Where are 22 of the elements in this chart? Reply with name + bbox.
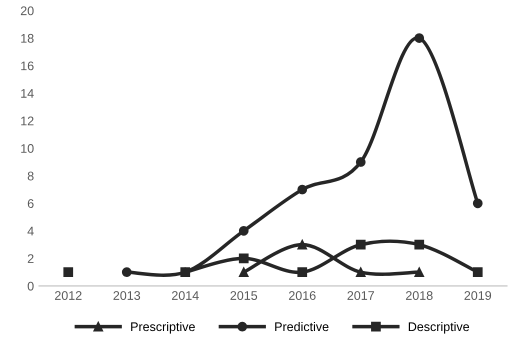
y-tick-label: 6 [28, 199, 34, 208]
x-tick-label: 2019 [464, 291, 492, 300]
x-tick-label: 2013 [113, 291, 140, 300]
y-tick-label: 16 [21, 61, 34, 70]
legend-label: Predictive [275, 322, 328, 332]
x-tick-label: 2017 [347, 291, 374, 300]
y-tick-label: 8 [28, 172, 34, 180]
y-tick-label: 14 [21, 89, 34, 98]
y-tick-label: 20 [20, 6, 34, 16]
y-tick-label: 12 [21, 116, 34, 126]
y-tick-label: 10 [21, 144, 34, 153]
y-tick-label: 0 [28, 282, 34, 291]
x-tick-label: 2018 [406, 291, 433, 300]
legend-label: Prescriptive [131, 322, 195, 334]
x-tick-label: 2015 [230, 291, 258, 300]
y-tick-label: 2 [28, 254, 34, 263]
legend-label: Descriptive [408, 322, 470, 334]
y-tick-label: 18 [21, 34, 34, 43]
y-tick-label: 4 [27, 226, 34, 236]
x-tick-label: 2012 [54, 291, 82, 300]
x-tick-label: 2014 [172, 291, 199, 300]
x-tick-label: 2016 [288, 291, 316, 300]
